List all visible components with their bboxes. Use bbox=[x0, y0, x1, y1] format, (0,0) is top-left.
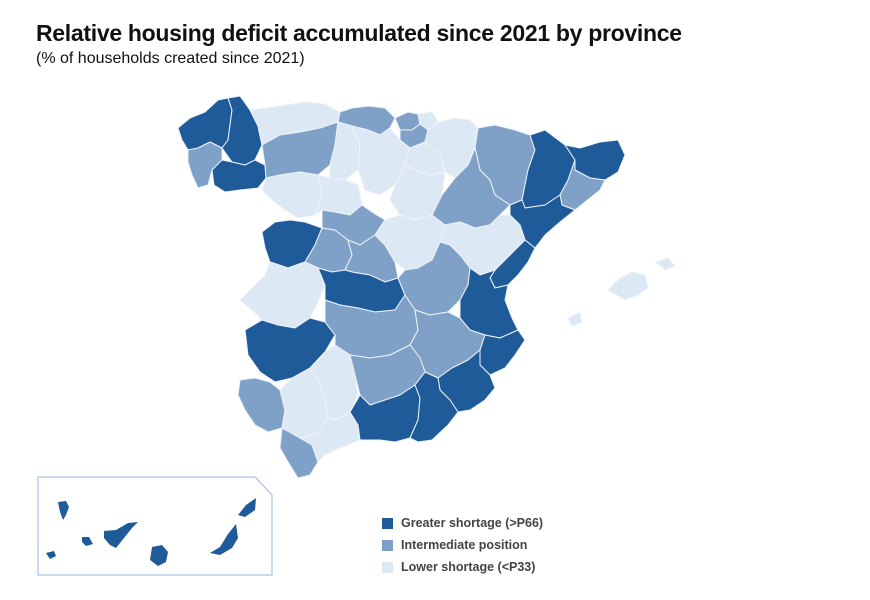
province-a-coruna: A Coruña bbox=[177, 97, 233, 151]
legend: Greater shortage (>P66) Intermediate pos… bbox=[382, 512, 543, 578]
chart-subtitle: (% of households created since 2021) bbox=[36, 50, 305, 67]
legend-item-high: Greater shortage (>P66) bbox=[382, 512, 543, 534]
chart-title: Relative housing deficit accumulated sin… bbox=[36, 20, 682, 46]
province-barcelona: Barcelona bbox=[559, 159, 606, 211]
inset-frame bbox=[37, 476, 273, 576]
province-valladolid: Valladolid bbox=[314, 174, 363, 216]
canary-islands-inset bbox=[37, 476, 273, 576]
province-las-palmas bbox=[150, 498, 256, 566]
legend-swatch-high bbox=[382, 517, 393, 529]
province-huelva: Huelva bbox=[237, 377, 286, 433]
province-santa-cruz-de-tenerife bbox=[46, 501, 138, 559]
legend-item-low: Lower shortage (<P33) bbox=[382, 556, 543, 578]
province-tarragona: Tarragona bbox=[509, 194, 576, 249]
province-cordoba: Córdoba bbox=[309, 344, 359, 421]
legend-swatch-low bbox=[382, 561, 393, 573]
province-ourense: Ourense bbox=[211, 159, 267, 193]
province-zamora: Zamora bbox=[261, 171, 323, 219]
province-valencia: Valencia bbox=[459, 267, 519, 339]
legend-item-mid: Intermediate position bbox=[382, 534, 543, 556]
province-almeria: Almería bbox=[409, 371, 459, 443]
province-badajoz: Badajoz bbox=[244, 317, 336, 383]
legend-label-low: Lower shortage (<P33) bbox=[401, 560, 536, 574]
legend-label-high: Greater shortage (>P66) bbox=[401, 516, 544, 530]
legend-swatch-mid bbox=[382, 539, 393, 551]
legend-label-mid: Intermediate position bbox=[401, 538, 528, 552]
province-alicante: Alicante bbox=[479, 329, 526, 376]
province-illes-balears: Illes Balears bbox=[567, 257, 676, 327]
